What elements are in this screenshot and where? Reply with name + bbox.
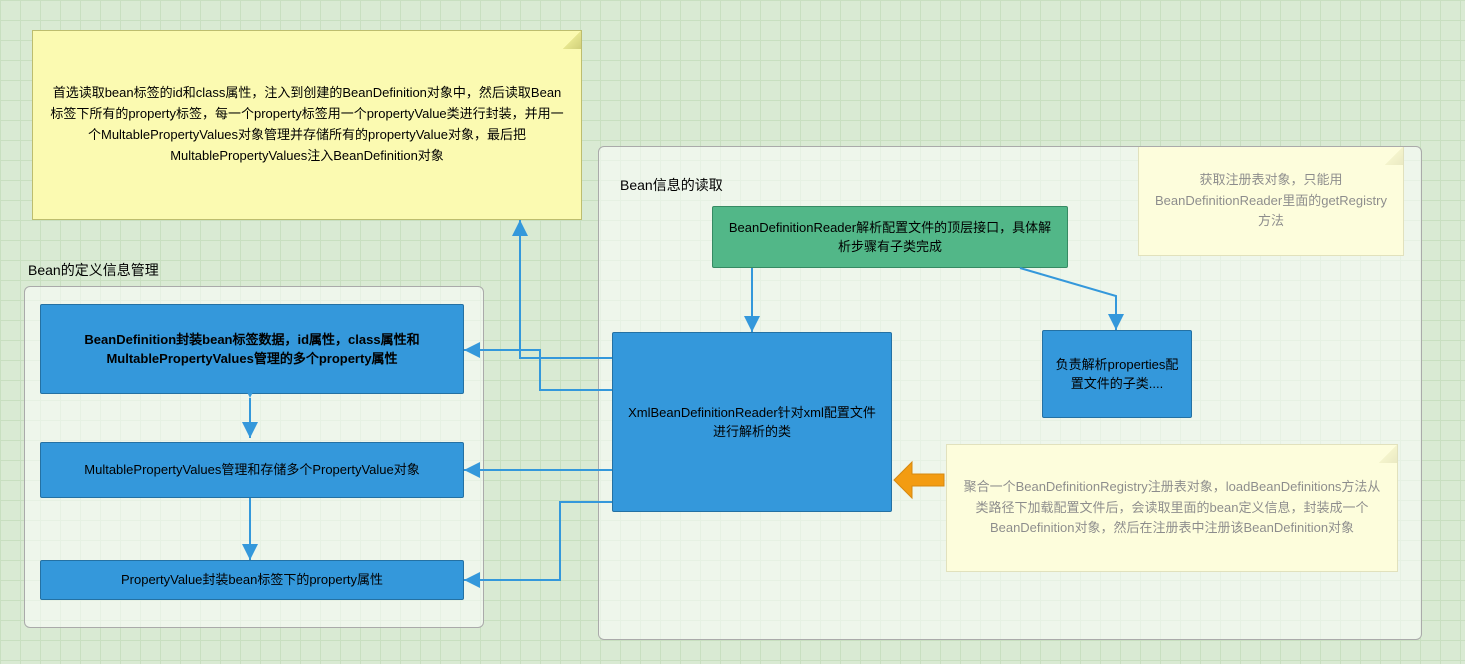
box-text: XmlBeanDefinitionReader针对xml配置文件进行解析的类: [623, 403, 881, 442]
box-xml-bean-definition-reader: XmlBeanDefinitionReader针对xml配置文件进行解析的类: [612, 332, 892, 512]
box-text: 负责解析properties配置文件的子类....: [1053, 355, 1181, 394]
box-multable-property-values: MultablePropertyValues管理和存储多个PropertyVal…: [40, 442, 464, 498]
panel-left-title: Bean的定义信息管理: [28, 260, 159, 280]
panel-right-title: Bean信息的读取: [620, 175, 723, 195]
note-top-left: 首选读取bean标签的id和class属性，注入到创建的BeanDefiniti…: [32, 30, 582, 220]
box-properties-reader: 负责解析properties配置文件的子类....: [1042, 330, 1192, 418]
box-text: BeanDefinitionReader解析配置文件的顶层接口，具体解析步骤有子…: [723, 218, 1057, 257]
box-text: PropertyValue封装bean标签下的property属性: [121, 570, 383, 590]
box-text: MultablePropertyValues管理和存储多个PropertyVal…: [84, 460, 419, 480]
box-property-value: PropertyValue封装bean标签下的property属性: [40, 560, 464, 600]
note-text: 首选读取bean标签的id和class属性，注入到创建的BeanDefiniti…: [47, 83, 567, 166]
box-bean-definition: BeanDefinition封装bean标签数据，id属性，class属性和Mu…: [40, 304, 464, 394]
box-bean-definition-reader: BeanDefinitionReader解析配置文件的顶层接口，具体解析步骤有子…: [712, 206, 1068, 268]
box-text: BeanDefinition封装bean标签数据，id属性，class属性和Mu…: [51, 330, 453, 369]
